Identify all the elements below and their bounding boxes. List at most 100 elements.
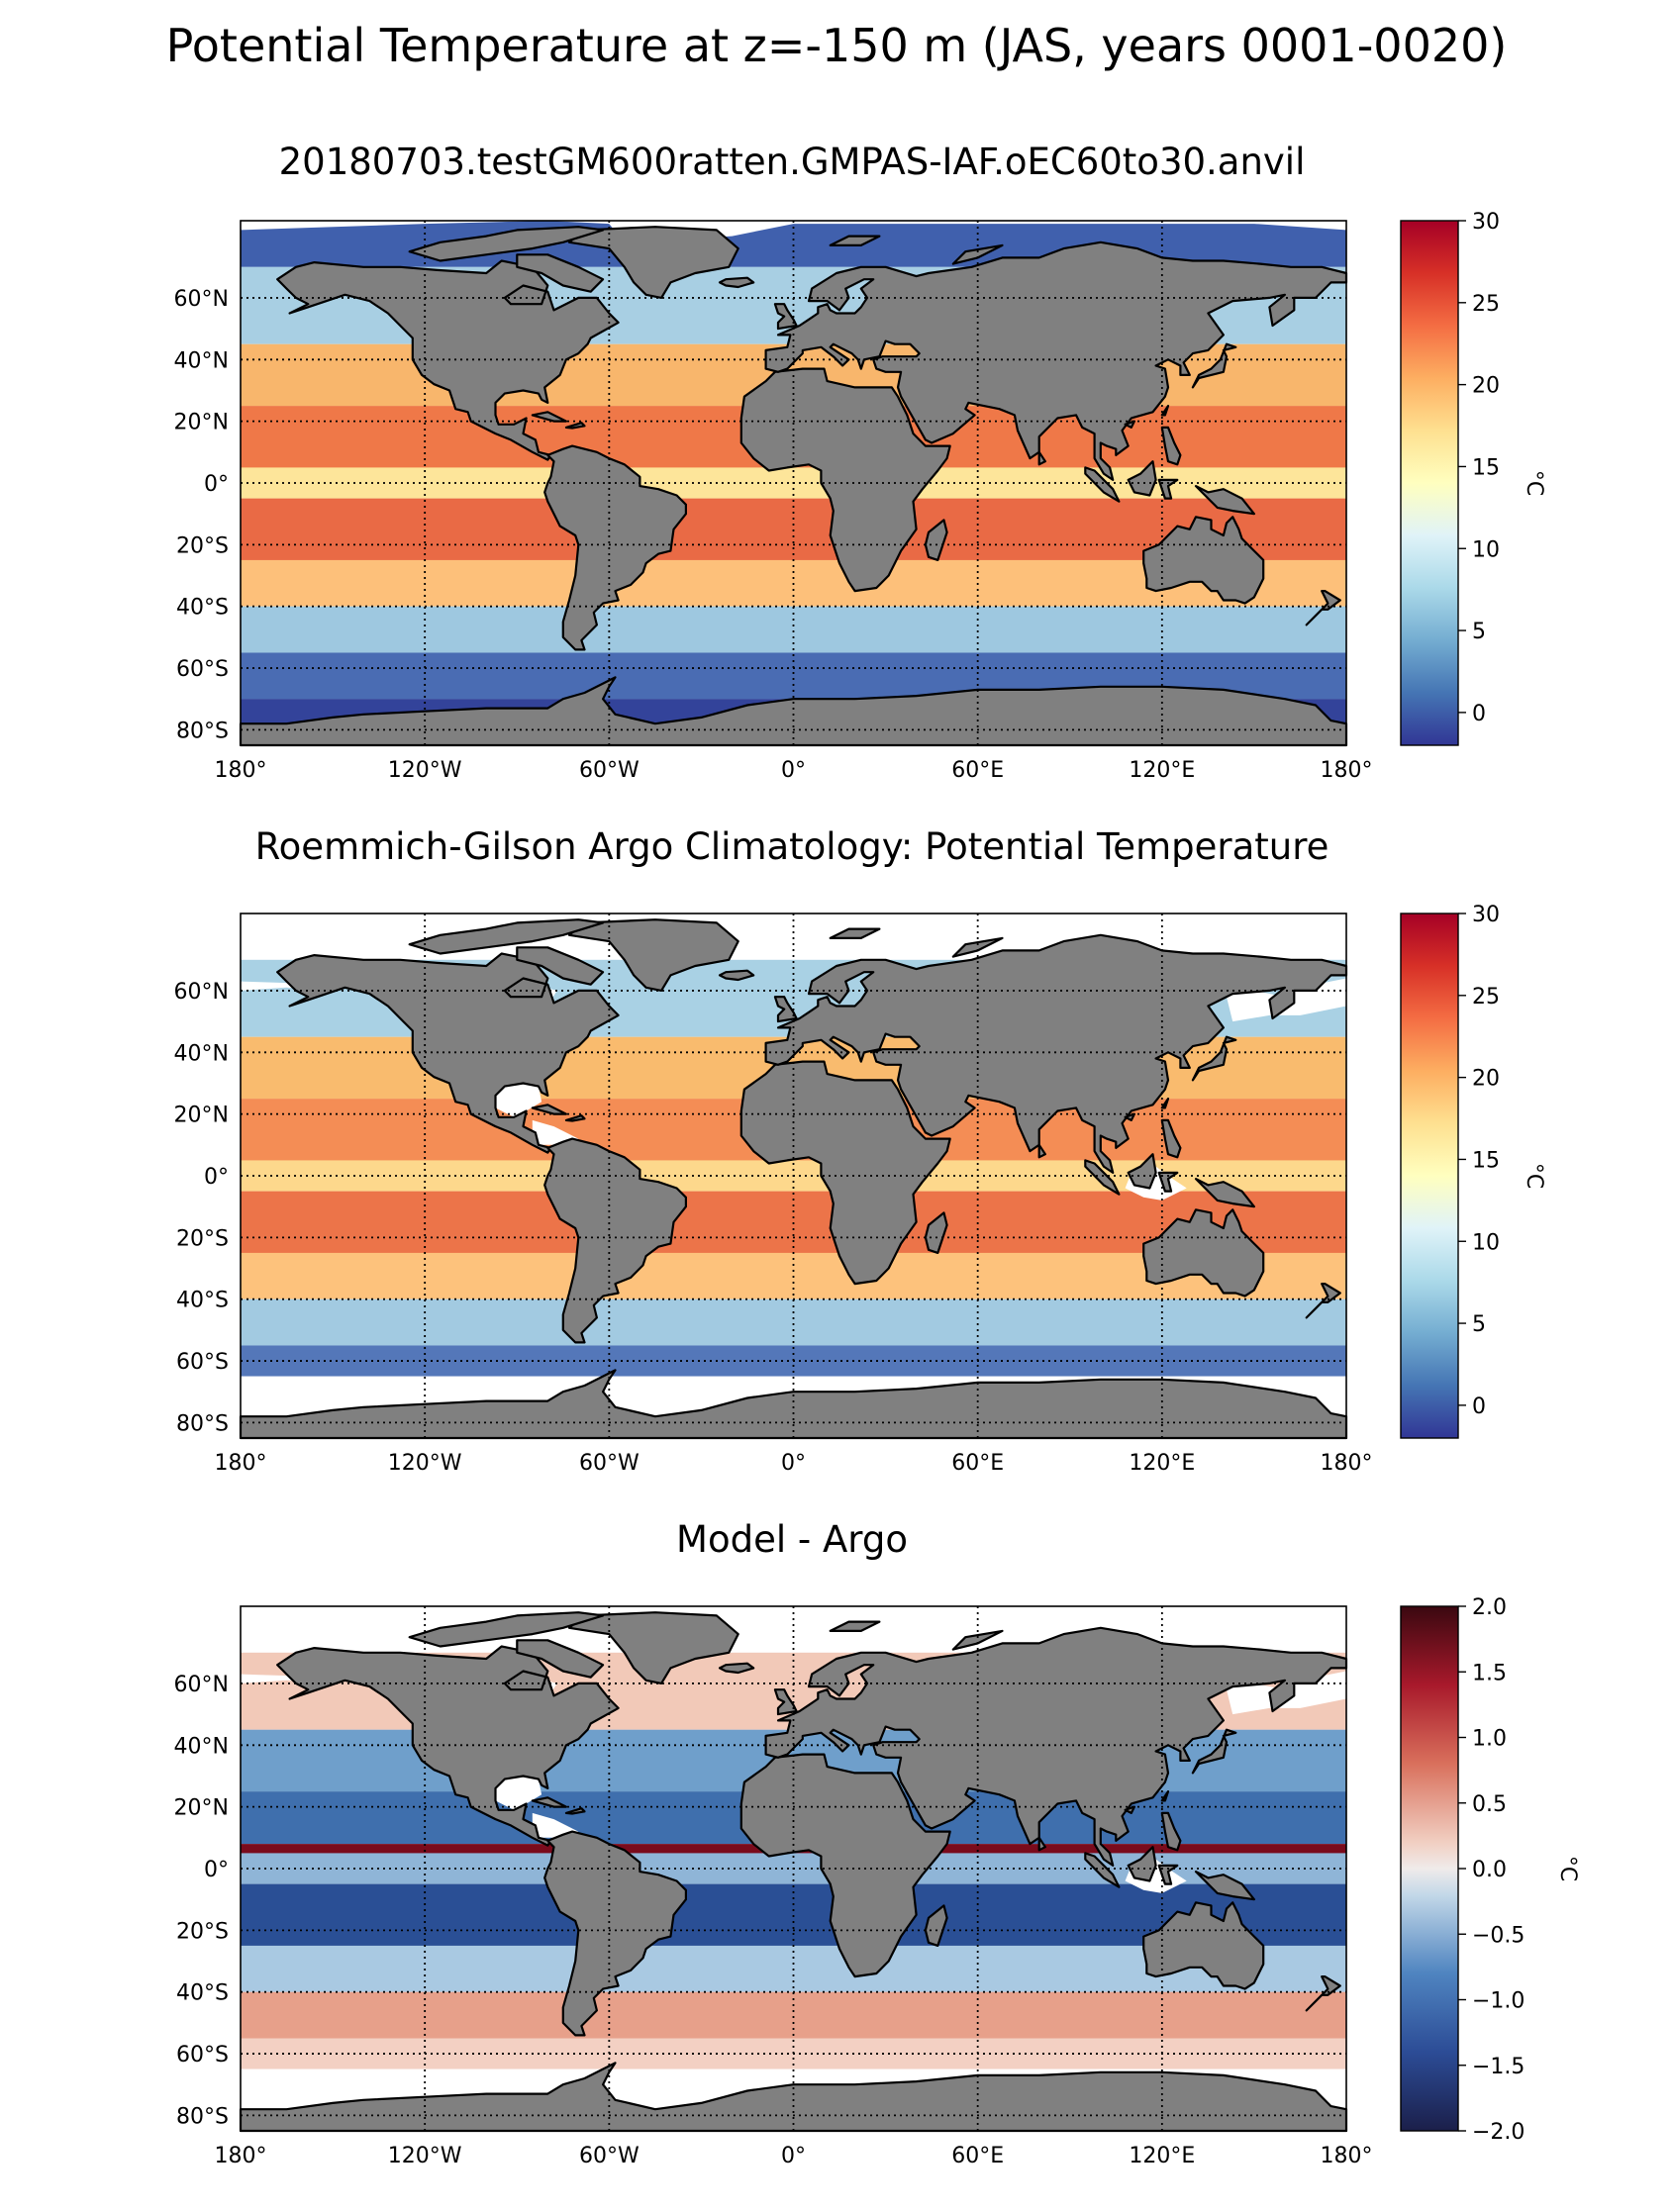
novaya-zemlya-landmass (951, 243, 1004, 265)
panel-difference: Model - Argo 180° 120°W 60°W 0° 60°E 120°E 180… (174, 1518, 1580, 2168)
colorbar-tick-label: 0.5 (1472, 1792, 1507, 1817)
colorbar-tick-label: 5 (1472, 620, 1486, 644)
y-tick-label: 80°S (176, 2104, 229, 2129)
australia-landmass (1142, 516, 1265, 605)
great-britain-landmass (773, 303, 798, 331)
y-tick-label: 60°N (174, 980, 229, 1005)
greenland-landmass (567, 918, 739, 993)
y-tick-label: 60°S (176, 657, 229, 682)
map-frame (240, 913, 1347, 1439)
iceland-landmass (718, 276, 755, 289)
cuba-landmass (531, 411, 567, 423)
hainan-landmass (1124, 420, 1136, 429)
y-tick-label: 20°N (174, 411, 229, 435)
colorbar-tick-label: −1.5 (1472, 2055, 1525, 2079)
map-area: 180° 120°W 60°W 0° 60°E 120°E 180° 60°N 40°N 20°N… (174, 1605, 1373, 2168)
svalbard-landmass (829, 927, 881, 939)
y-tick-label: 40°N (174, 1734, 229, 1759)
missing-data-area (241, 914, 1346, 960)
philippines-landmass (1160, 1811, 1182, 1852)
borneo-landmass (1127, 1153, 1157, 1190)
svalbard-landmass (829, 235, 881, 246)
arctic-islands-landmass (408, 226, 605, 262)
colorbar: 2.0 1.5 1.0 0.5 0.0 −0.5 −1.0 −1.5 −2.0 °C (1400, 1595, 1580, 2145)
y-tick-label: 40°N (174, 1041, 229, 1066)
map-frame (240, 1605, 1347, 2132)
arctic-islands-landmass (408, 1611, 605, 1648)
colorbar-label: °C (1522, 470, 1546, 496)
new-zealand-landmass (1305, 590, 1341, 626)
sulawesi-landmass (1157, 478, 1179, 500)
baffin-island-landmass (516, 253, 605, 293)
colorbar-tick-label: 30 (1472, 903, 1500, 927)
y-tick-label: 20°N (174, 1796, 229, 1821)
colorbar-tick-label: 30 (1472, 210, 1500, 235)
greenland-landmass (567, 226, 739, 300)
y-tick-label: 80°S (176, 1411, 229, 1436)
south-america-landmass (543, 1830, 687, 2037)
missing-data-area (241, 221, 1346, 242)
colorbar-tick-label: 0 (1472, 1395, 1486, 1419)
sulawesi-landmass (1157, 1864, 1179, 1885)
taiwan-landmass (1160, 405, 1170, 417)
missing-data-area (495, 1776, 542, 1810)
colorbar-tick-label: 25 (1472, 292, 1500, 317)
x-tick-label: 0° (781, 1451, 806, 1476)
x-tick-label: 180° (1321, 1451, 1373, 1476)
borneo-landmass (1127, 460, 1157, 497)
colorbar-tick-label: 20 (1472, 374, 1500, 399)
japan-landmass (1191, 1728, 1237, 1775)
philippines-landmass (1160, 1118, 1182, 1159)
missing-data-area (532, 1119, 579, 1145)
colorbar-gradient (1400, 1605, 1459, 2132)
x-tick-label: 60°W (579, 1451, 640, 1476)
colorbar: 30 25 20 15 10 5 0 °C (1400, 210, 1546, 746)
x-tick-label: 120°E (1129, 2144, 1195, 2168)
y-tick-label: 60°N (174, 1673, 229, 1697)
taiwan-landmass (1160, 1098, 1170, 1109)
philippines-landmass (1160, 426, 1182, 466)
sri-lanka-landmass (1037, 1836, 1047, 1852)
y-tick-label: 0° (204, 472, 229, 497)
iceland-landmass (718, 1662, 755, 1675)
svalbard-landmass (829, 1620, 881, 1632)
colorbar-tick-label: 5 (1472, 1312, 1486, 1337)
sulawesi-landmass (1157, 1171, 1179, 1193)
panel-argo: Roemmich-Gilson Argo Climatology: Potent… (174, 825, 1546, 1476)
panel-model: 20180703.testGM600ratten.GMPAS-IAF.oEC60… (174, 141, 1546, 783)
colorbar-tick-label: 15 (1472, 455, 1500, 480)
australia-landmass (1142, 1901, 1265, 1990)
japan-landmass (1191, 342, 1237, 389)
cuba-landmass (531, 1796, 567, 1808)
colorbar-tick-label: 0.0 (1472, 1858, 1507, 1882)
y-tick-label: 20°N (174, 1104, 229, 1128)
eurasia-landmass (764, 933, 1348, 1174)
colorbar-tick-label: 2.0 (1472, 1595, 1507, 1620)
colorbar-tick-label: 1.0 (1472, 1727, 1507, 1752)
x-tick-label: 60°W (579, 758, 640, 783)
panel-title: Roemmich-Gilson Argo Climatology: Potent… (255, 825, 1329, 868)
great-britain-landmass (773, 996, 798, 1023)
y-tick-label: 60°S (176, 1350, 229, 1375)
colorbar-gradient (1400, 220, 1459, 746)
y-tick-label: 40°N (174, 348, 229, 373)
y-tick-label: 40°S (176, 1981, 229, 2006)
missing-data-area (241, 1606, 1346, 1653)
x-tick-label: 180° (1321, 2144, 1373, 2168)
new-zealand-landmass (1305, 1975, 1341, 2012)
map-frame (240, 220, 1347, 746)
novaya-zemlya-landmass (951, 936, 1004, 958)
baffin-island-landmass (516, 946, 605, 986)
iceland-landmass (718, 969, 755, 982)
colorbar-tick-label: 10 (1472, 537, 1500, 562)
y-tick-label: 80°S (176, 719, 229, 743)
x-tick-label: 0° (781, 758, 806, 783)
map-area: 180° 120°W 60°W 0° 60°E 120°E 180° 60°N 40°N 20°N… (174, 913, 1373, 1476)
sri-lanka-landmass (1037, 450, 1047, 466)
hispaniola-landmass (564, 1807, 586, 1815)
y-tick-label: 60°S (176, 2043, 229, 2068)
colorbar-tick-label: −1.0 (1472, 1989, 1525, 2014)
y-tick-label: 40°S (176, 596, 229, 621)
new-guinea-landmass (1194, 1178, 1256, 1208)
y-tick-label: 0° (204, 1165, 229, 1190)
